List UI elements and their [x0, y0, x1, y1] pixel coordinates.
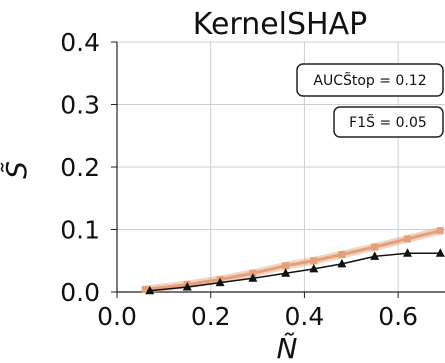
series-1-point-5 [309, 263, 319, 273]
y-axis-label: S̃ [0, 161, 33, 179]
series-1-point-2 [215, 277, 225, 287]
annotation-f1-box [333, 106, 444, 138]
chart-title: KernelSHAP [193, 7, 367, 42]
series-1-point-6 [337, 258, 347, 268]
annotation-auc: AUCS̃top = 0.12 [296, 63, 444, 97]
series-1-line [149, 252, 441, 292]
series-0-point-7 [371, 243, 379, 251]
x-tick-label-0: 0.0 [97, 302, 137, 331]
y-tick-labels: 0.0 0.1 0.2 0.3 0.4 [60, 28, 117, 307]
x-axis-label: Ñ [277, 332, 298, 363]
series-0-point-6 [338, 251, 346, 258]
annotation-f1-text: F1S̃ = 0.05 [349, 114, 427, 131]
y-tick-label-3: 0.3 [60, 91, 100, 120]
series-1-point-0 [145, 285, 155, 295]
x-tick-label-1: 0.2 [191, 302, 231, 331]
series-0-point-8 [404, 235, 412, 243]
y-tick-label-4: 0.4 [60, 28, 100, 57]
y-tick-label-1: 0.1 [60, 216, 100, 245]
x-tick-label-2: 0.4 [285, 302, 325, 331]
x-tick-label-3: 0.6 [378, 302, 418, 331]
series-1-point-1 [182, 282, 192, 291]
series-0-point-0 [141, 286, 149, 293]
annotation-f1: F1S̃ = 0.05 [333, 106, 444, 138]
y-tick-label-0: 0.0 [60, 278, 100, 307]
series-1-point-8 [403, 248, 413, 257]
series-1-point-7 [370, 251, 380, 260]
series-1-point-4 [281, 268, 291, 277]
series-0-point-9 [436, 227, 444, 235]
series-1-point-9 [435, 248, 445, 257]
series-0-point-4 [282, 262, 290, 270]
annotation-auc-box [296, 63, 444, 97]
x-tick-labels: 0.0 0.2 0.4 0.6 [97, 292, 418, 331]
series-layer [141, 226, 445, 295]
series-0-line [144, 229, 441, 291]
series-0-point-5 [310, 257, 318, 265]
y-tick-label-2: 0.2 [60, 153, 100, 182]
annotation-auc-text: AUCS̃top = 0.12 [313, 72, 426, 89]
series-1-point-3 [248, 273, 258, 282]
